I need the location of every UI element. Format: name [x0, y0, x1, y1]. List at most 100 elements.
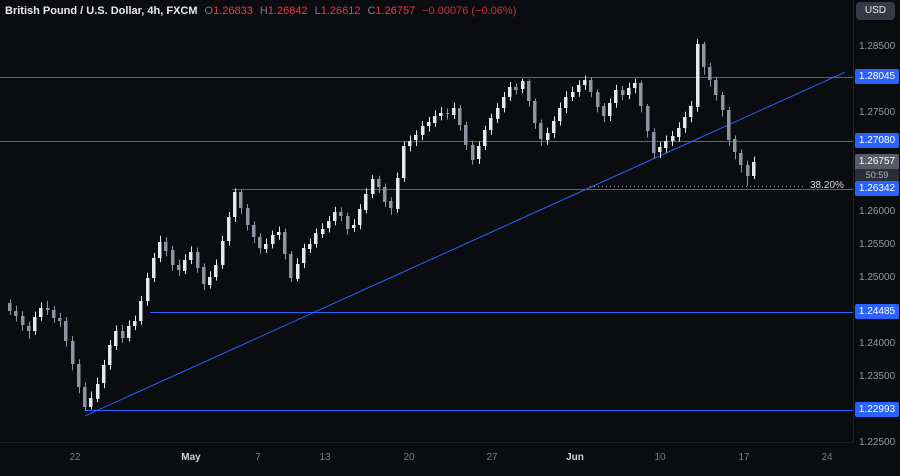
candle-body	[702, 44, 706, 67]
candle-body	[133, 321, 137, 326]
candle-body	[596, 92, 600, 107]
high-label: H	[259, 5, 268, 17]
candle-body	[471, 145, 475, 160]
time-axis-day-label: 20	[403, 452, 415, 463]
candle-body	[733, 139, 737, 152]
price-tick-label: 1.26000	[859, 206, 896, 218]
candle-body	[327, 221, 331, 228]
candle-body	[246, 208, 250, 225]
price-axis[interactable]: 1.26757 50:59 1.28500 1.27500 1.26000 1.255…	[853, 0, 900, 448]
trendline[interactable]	[84, 71, 846, 417]
candle-body	[721, 95, 725, 110]
open-readout: O1.26833	[205, 5, 253, 17]
price-tick-label: 1.23500	[859, 371, 896, 382]
candle-body	[583, 80, 587, 85]
candle-body	[83, 387, 87, 407]
candle-body	[683, 117, 687, 128]
candle-body	[277, 232, 281, 235]
candle-body	[539, 123, 543, 139]
candle-body	[89, 398, 93, 407]
candle-body	[533, 101, 537, 123]
candle-body	[527, 81, 531, 101]
candle-body	[608, 103, 612, 116]
candle-body	[602, 106, 606, 116]
candle-body	[421, 126, 425, 135]
symbol-legend[interactable]: British Pound / U.S. Dollar, 4h, FXCM O1…	[5, 5, 516, 17]
price-tick-label: 1.28500	[859, 41, 896, 53]
candle-body	[677, 128, 681, 137]
level-price-label[interactable]: 1.27080	[855, 132, 899, 148]
candle-body	[52, 310, 56, 318]
time-axis-day-label: 17	[738, 452, 750, 463]
candle-body	[358, 209, 362, 225]
candle-body	[389, 201, 393, 208]
candle-body	[652, 132, 656, 153]
candle-body	[264, 244, 268, 249]
candle-body	[446, 113, 450, 114]
candle-body	[696, 44, 700, 107]
level-price-label[interactable]: 1.24485	[855, 304, 899, 319]
candle-body	[708, 67, 712, 80]
price-tick-label: 1.22500	[859, 437, 896, 448]
candle-body	[227, 217, 231, 241]
change-value: −0.00076 (−0.06%)	[422, 5, 517, 17]
candle-body	[408, 141, 412, 146]
candle-body	[439, 113, 443, 116]
candle-body	[296, 264, 300, 279]
candle-body	[414, 135, 418, 140]
fib-percent-label[interactable]: 38.20%	[810, 179, 844, 191]
low-label: L	[314, 5, 321, 17]
candle-body	[96, 384, 100, 399]
low-value: 1.26612	[320, 5, 361, 17]
candle-body	[333, 212, 337, 221]
candle-body	[571, 92, 575, 97]
candle-body	[39, 308, 43, 317]
currency-usd-button[interactable]: USD	[855, 2, 895, 20]
candle-body	[577, 85, 581, 92]
candle-body	[589, 80, 593, 92]
candle-body	[177, 265, 181, 270]
candle-body	[252, 225, 256, 237]
time-axis[interactable]: 22 May 7 13 20 27 Jun 10 17 24	[0, 442, 900, 476]
candle-body	[664, 141, 668, 148]
symbol-title[interactable]: British Pound / U.S. Dollar, 4h, FXCM	[5, 5, 198, 17]
candle-body	[458, 108, 462, 125]
candle-body	[202, 267, 206, 284]
chart-header: British Pound / U.S. Dollar, 4h, FXCM O1…	[0, 0, 900, 22]
time-axis-day-label: 13	[319, 452, 331, 463]
level-price-label[interactable]: 1.26342	[855, 181, 899, 197]
price-tick-label: 1.27500	[859, 107, 896, 119]
candle-body	[477, 146, 481, 159]
candle-body	[21, 316, 25, 325]
candle-body	[146, 278, 150, 301]
level-price-label[interactable]: 1.22993	[855, 402, 899, 418]
candle-body	[14, 311, 18, 316]
candle-body	[46, 308, 50, 310]
candle-body	[727, 110, 731, 140]
candle-body	[633, 83, 637, 88]
bar-countdown: 50:59	[855, 169, 899, 182]
candle-body	[714, 80, 718, 95]
price-tick-label: 1.25000	[859, 272, 896, 284]
candle-body	[521, 81, 525, 89]
candle-body	[346, 216, 350, 229]
close-value: 1.26757	[375, 5, 416, 17]
close-readout: C1.26757	[367, 5, 415, 17]
candle-body	[271, 235, 275, 244]
candle-body	[302, 248, 306, 263]
candle-body	[383, 187, 387, 202]
open-label: O	[204, 5, 214, 17]
candle-body	[621, 90, 625, 95]
candle-body	[427, 122, 431, 126]
time-axis-month-label: May	[181, 452, 201, 463]
candle-body	[121, 331, 125, 338]
level-price-label[interactable]: 1.28045	[855, 69, 899, 85]
candle-body	[489, 118, 493, 130]
candle-body	[33, 317, 37, 331]
candle-body	[396, 178, 400, 209]
candle-body	[283, 232, 287, 254]
candle-body	[308, 244, 312, 249]
candle-body	[71, 341, 75, 364]
